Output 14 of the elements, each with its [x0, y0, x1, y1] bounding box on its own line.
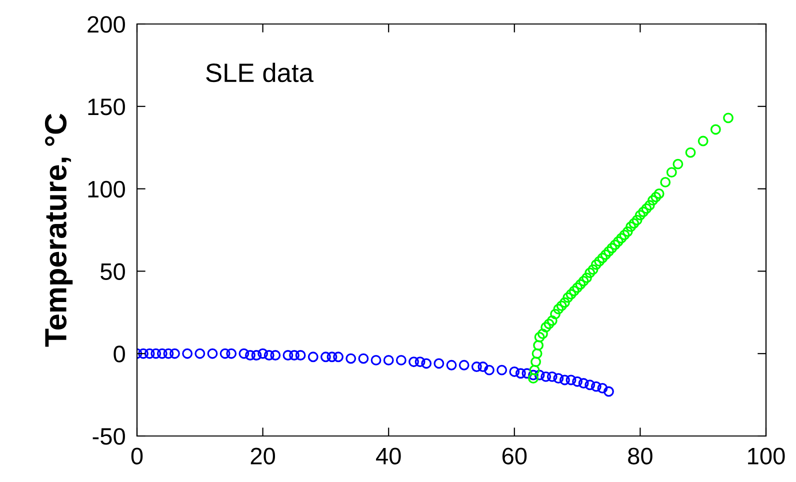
y-axis-title: Temperature, °C: [44, 114, 73, 347]
annotation: SLE data: [206, 62, 314, 82]
x-tick-label: 100: [748, 448, 785, 464]
y-tick-label: 200: [88, 16, 125, 33]
y-tick-label: 100: [88, 180, 125, 198]
x-tick-label: 80: [628, 448, 652, 464]
y-tick-label: 0: [114, 346, 125, 362]
x-tick-label: 40: [376, 448, 401, 464]
x-tick-label: 0: [131, 448, 143, 464]
x-tick-label: 60: [502, 448, 527, 464]
x-tick-label: 20: [250, 448, 276, 464]
y-tick-label: 50: [100, 263, 125, 280]
y-tick-label: -50: [92, 428, 125, 445]
y-tick-label: 150: [88, 98, 125, 116]
